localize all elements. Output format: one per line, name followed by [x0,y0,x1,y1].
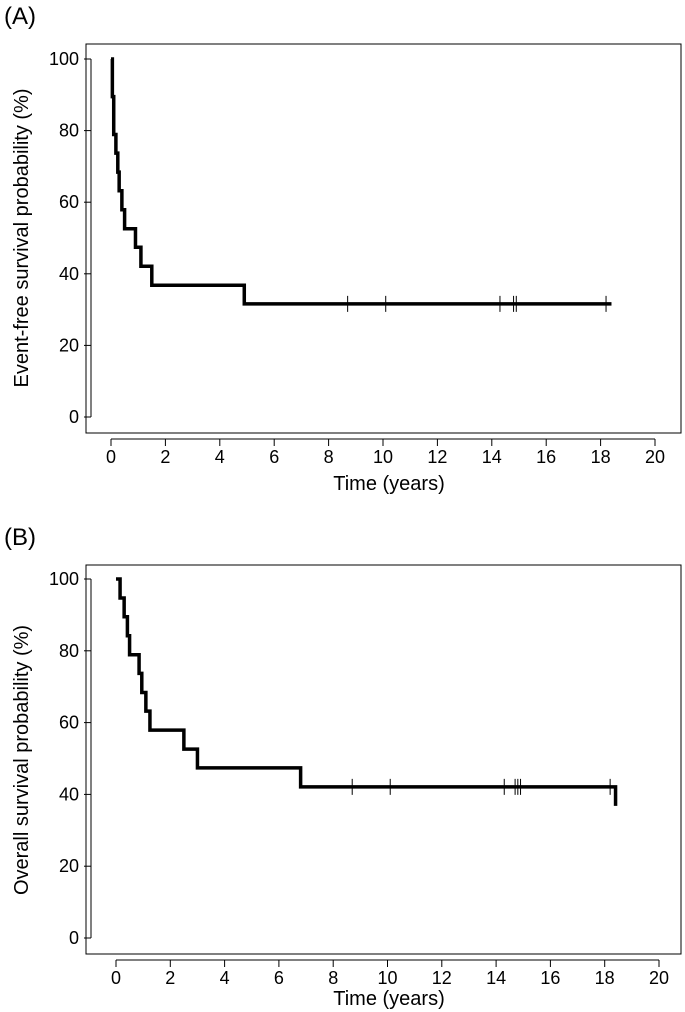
y-tick-label-b: 0 [69,928,79,948]
x-tick-label-a: 0 [106,447,116,467]
y-tick-label-a: 0 [69,407,79,427]
y-tick-label-b: 40 [59,784,79,804]
x-tick-label-a: 20 [645,447,665,467]
x-tick-label-b: 8 [328,968,338,988]
chart-a: (A) Time (years) Event-free survival pro… [4,3,682,495]
x-tick-label-a: 8 [324,447,334,467]
x-tick-label-a: 18 [591,447,611,467]
y-tick-label-a: 60 [59,192,79,212]
y-tick-label-a: 20 [59,335,79,355]
y-axis-title-b: Overall survival probability (%) [11,625,33,895]
x-tick-label-b: 6 [274,968,284,988]
x-tick-label-b: 12 [432,968,452,988]
x-tick-label-b: 18 [595,968,615,988]
plot-frame-a [85,43,682,434]
x-tick-label-b: 10 [377,968,397,988]
x-tick-label-a: 16 [536,447,556,467]
x-axis-title-a: Time (years) [333,473,444,495]
x-tick-label-b: 20 [649,968,669,988]
x-tick-label-b: 16 [540,968,560,988]
chart-b: (B) Time (years) Overall survival probab… [4,524,682,1010]
x-tick-label-a: 4 [215,447,225,467]
x-axis-title-b: Time (years) [333,988,444,1010]
x-tick-label-a: 10 [373,447,393,467]
y-tick-label-b: 80 [59,641,79,661]
x-tick-label-a: 6 [269,447,279,467]
x-tick-label-b: 2 [165,968,175,988]
panel-label-b: (B) [4,524,36,551]
survival-curve-b [116,577,618,806]
x-tick-label-a: 12 [427,447,447,467]
y-tick-label-a: 40 [59,264,79,284]
x-tick-label-b: 14 [486,968,506,988]
y-tick-label-b: 20 [59,856,79,876]
y-tick-label-b: 60 [59,713,79,733]
plot-frame-b [85,564,682,955]
y-tick-label-a: 100 [49,49,79,69]
panel-label-a: (A) [4,3,36,30]
x-tick-label-a: 14 [482,447,502,467]
survival-curve-a [110,57,612,306]
x-tick-label-b: 4 [220,968,230,988]
y-tick-label-b: 100 [49,569,79,589]
x-tick-label-b: 0 [111,968,121,988]
y-tick-label-a: 80 [59,121,79,141]
y-axis-title-a: Event-free survival probability (%) [11,89,33,388]
x-tick-label-a: 2 [160,447,170,467]
